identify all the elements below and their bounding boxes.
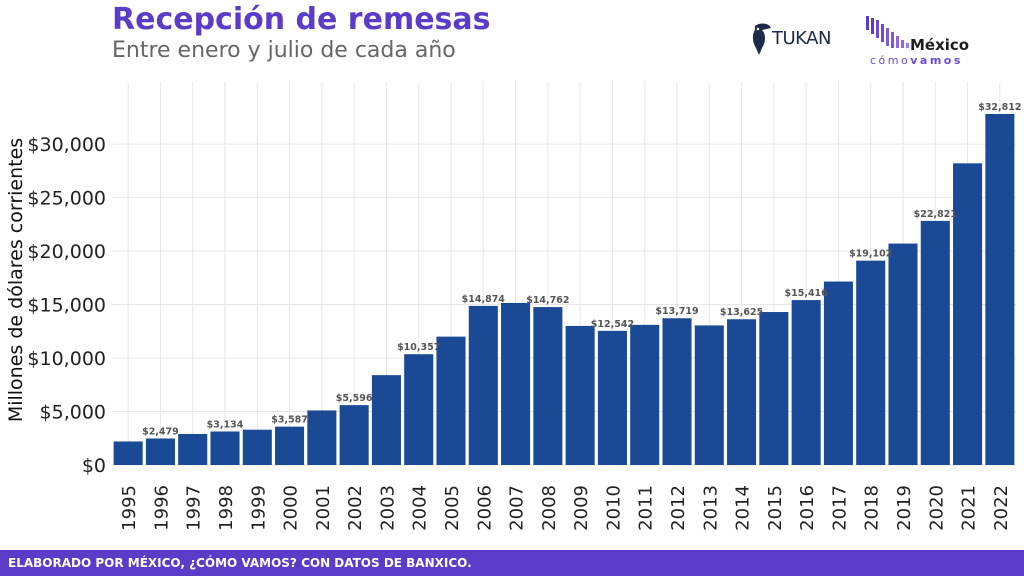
- data-labels: $2,479 $3,134 $3,587 $5,596 $10,357 $14,874 $1…: [142, 102, 1021, 437]
- y-axis-ticks: $0 $5,000 $10,000 $15,000 $20,000 $25,000 $30,…: [27, 134, 106, 477]
- mexico-como-vamos-logo: México cómovamos: [866, 14, 986, 67]
- y-tick-label: $20,000: [27, 241, 106, 263]
- y-axis-label: Millones de dólares corrientes: [5, 138, 27, 422]
- x-tick-label: 2006: [474, 485, 495, 531]
- y-tick-label: $5,000: [40, 402, 106, 424]
- x-tick-label: 2002: [345, 485, 366, 531]
- x-tick-label: 2018: [862, 485, 883, 531]
- x-tick-label: 2016: [797, 485, 818, 531]
- x-tick-label: 2021: [959, 485, 980, 531]
- x-tick-label: 2017: [829, 485, 850, 531]
- logo-name: México: [910, 36, 970, 54]
- data-label: $3,587: [271, 415, 308, 426]
- bar: [468, 305, 498, 465]
- chart-title: Recepción de remesas: [112, 2, 491, 37]
- bar: [856, 260, 886, 465]
- x-tick-label: 1995: [119, 485, 140, 531]
- bar: [791, 300, 821, 465]
- x-tick-label: 1999: [248, 485, 269, 531]
- x-tick-label: 2001: [313, 485, 334, 531]
- data-label: $13,719: [655, 306, 698, 317]
- x-tick-label: 2003: [377, 485, 398, 531]
- x-tick-label: 2007: [507, 485, 528, 531]
- data-label: $13,625: [720, 307, 763, 318]
- data-label: $5,596: [336, 393, 373, 404]
- x-tick-label: 2014: [733, 485, 754, 531]
- bar: [597, 330, 627, 465]
- logo-tag-bold: vamos: [910, 54, 963, 67]
- bar: [953, 163, 983, 465]
- bars-icon: [866, 16, 909, 48]
- tukan-logo: TUKAN: [750, 22, 835, 58]
- bar: [694, 325, 724, 465]
- bar: [113, 441, 143, 465]
- data-label: $22,821: [914, 209, 957, 220]
- x-tick-label: 2004: [410, 485, 431, 531]
- bar: [888, 243, 918, 465]
- x-tick-label: 2022: [991, 485, 1012, 531]
- bar: [630, 324, 660, 465]
- data-label: $2,479: [142, 426, 179, 437]
- bar: [371, 375, 401, 465]
- bar: [436, 336, 466, 465]
- data-label: $10,357: [397, 342, 440, 353]
- x-tick-label: 2015: [765, 485, 786, 531]
- x-tick-label: 2019: [894, 485, 915, 531]
- x-tick-label: 1996: [151, 485, 172, 531]
- x-tick-label: 2008: [539, 485, 560, 531]
- bar: [178, 433, 208, 465]
- bar: [404, 354, 434, 465]
- bar: [565, 325, 595, 465]
- data-label: $12,542: [591, 319, 634, 330]
- data-label: $3,134: [207, 419, 244, 430]
- x-tick-label: 2012: [668, 485, 689, 531]
- tukan-logo-text: TUKAN: [772, 28, 831, 49]
- bar: [145, 438, 175, 465]
- footer-bar: ELABORADO POR MÉXICO, ¿CÓMO VAMOS? CON D…: [0, 550, 1024, 576]
- x-tick-label: 2005: [442, 485, 463, 531]
- x-tick-label: 2010: [603, 485, 624, 531]
- toucan-icon: [752, 23, 771, 55]
- logo-tagline: cómovamos: [870, 54, 963, 67]
- bar: [985, 114, 1015, 465]
- bars: [113, 114, 1015, 465]
- bar: [242, 429, 272, 465]
- data-label: $15,416: [785, 288, 829, 299]
- bar: [662, 318, 692, 465]
- x-axis-ticks: 1995 1996 1997 1998 1999 2000 2001 2002 2003 2004…: [119, 485, 1012, 531]
- x-tick-label: 2013: [700, 485, 721, 531]
- data-label: $19,102: [849, 249, 892, 260]
- bar: [210, 431, 240, 465]
- logo-tag-plain: cómo: [870, 54, 911, 67]
- bar: [339, 405, 369, 465]
- data-label: $32,812: [978, 102, 1021, 113]
- data-label: $14,762: [526, 295, 569, 306]
- x-tick-label: 2011: [636, 485, 657, 531]
- x-tick-label: 1998: [216, 485, 237, 531]
- data-label: $14,874: [462, 294, 506, 305]
- y-tick-label: $15,000: [27, 295, 106, 317]
- chart-subtitle: Entre enero y julio de cada año: [112, 38, 456, 63]
- bar: [759, 312, 789, 465]
- footer-source: ELABORADO POR MÉXICO, ¿CÓMO VAMOS? CON D…: [8, 556, 472, 570]
- x-tick-label: 2009: [571, 485, 592, 531]
- bar: [533, 307, 563, 465]
- bar: [501, 302, 531, 465]
- bar: [727, 319, 757, 465]
- bar: [307, 410, 337, 465]
- x-tick-label: 2020: [926, 485, 947, 531]
- x-tick-label: 1997: [184, 485, 205, 531]
- bar: [920, 220, 950, 465]
- y-tick-label: $0: [82, 455, 106, 477]
- x-tick-label: 2000: [281, 485, 302, 531]
- y-tick-label: $30,000: [27, 134, 106, 156]
- y-tick-label: $10,000: [27, 348, 106, 370]
- y-tick-label: $25,000: [27, 188, 106, 210]
- bar: [275, 426, 305, 465]
- bar: [823, 281, 853, 465]
